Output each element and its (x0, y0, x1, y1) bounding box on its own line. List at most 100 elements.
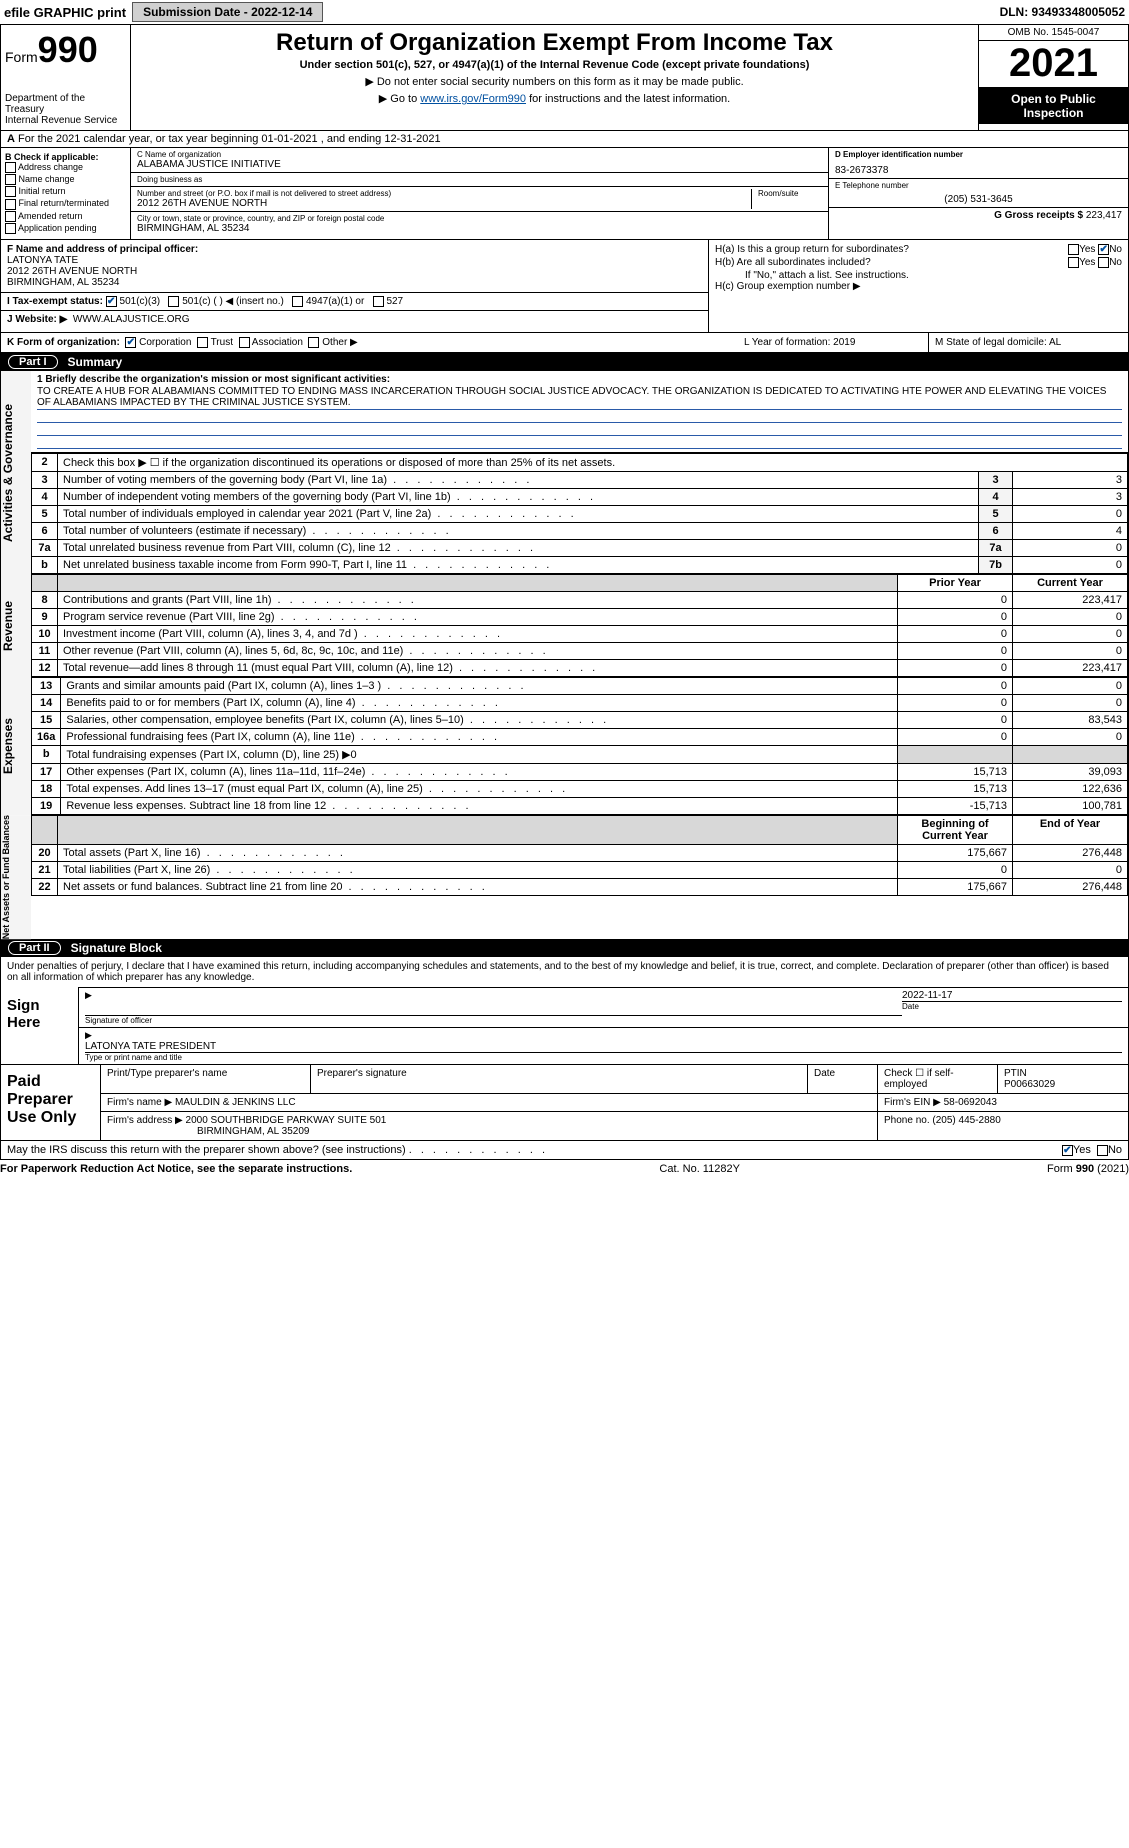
chk-amended[interactable]: Amended return (5, 211, 126, 222)
form-note-2: ▶ Go to www.irs.gov/Form990 for instruct… (139, 92, 970, 105)
discuss-yes[interactable] (1062, 1145, 1073, 1156)
dln-label: DLN: 93493348005052 (1000, 5, 1125, 19)
sig-name-label: Type or print name and title (85, 1052, 1122, 1062)
prep-h5: PTIN (1004, 1068, 1027, 1079)
h-note: If "No," attach a list. See instructions… (715, 270, 1122, 281)
section-m: M State of legal domicile: AL (928, 333, 1128, 352)
expenses-section: Expenses 13Grants and similar amounts pa… (0, 677, 1129, 815)
ha-yes[interactable] (1068, 244, 1079, 255)
org-name-cell: C Name of organization ALABAMA JUSTICE I… (131, 148, 828, 173)
prep-row-2: Firm's name ▶ MAULDIN & JENKINS LLC Firm… (101, 1094, 1128, 1112)
discuss-row: May the IRS discuss this return with the… (0, 1141, 1129, 1160)
netassets-table: Beginning of Current YearEnd of Year20To… (31, 815, 1128, 896)
section-deg: D Employer identification number 83-2673… (828, 148, 1128, 239)
chk-other[interactable] (308, 337, 319, 348)
chk-501c[interactable] (168, 296, 179, 307)
chk-trust[interactable] (197, 337, 208, 348)
sig-name: LATONYA TATE PRESIDENT (85, 1041, 1122, 1052)
prep-addr1: 2000 SOUTHBRIDGE PARKWAY SUITE 501 (186, 1115, 387, 1126)
part1-num: Part I (8, 355, 58, 369)
form-subtitle: Under section 501(c), 527, or 4947(a)(1)… (139, 59, 970, 71)
chk-initial-return[interactable]: Initial return (5, 186, 126, 197)
chk-address-change[interactable]: Address change (5, 162, 126, 173)
section-k: K Form of organization: Corporation Trus… (1, 333, 738, 352)
discuss-no[interactable] (1097, 1145, 1108, 1156)
org-name: ALABAMA JUSTICE INITIATIVE (137, 159, 822, 170)
form-note-1: ▶ Do not enter social security numbers o… (139, 75, 970, 88)
omb-number: OMB No. 1545-0047 (979, 25, 1128, 41)
opt3: Final return/terminated (19, 198, 110, 208)
page-footer: For Paperwork Reduction Act Notice, see … (0, 1160, 1129, 1178)
footer-form: Form 990 (2021) (1047, 1163, 1129, 1175)
note2-post: for instructions and the latest informat… (526, 93, 730, 105)
ein-lbl: Firm's EIN ▶ (884, 1097, 941, 1108)
section-f: F Name and address of principal officer:… (1, 240, 708, 332)
addr-cell: Number and street (or P.O. box if mail i… (131, 187, 828, 212)
city-cell: City or town, state or province, country… (131, 212, 828, 236)
prep-row-1: Print/Type preparer's name Preparer's si… (101, 1065, 1128, 1094)
row-a-text: For the 2021 calendar year, or tax year … (18, 133, 441, 145)
officer-addr2: BIRMINGHAM, AL 35234 (7, 277, 119, 288)
top-bar: efile GRAPHIC print Submission Date - 20… (0, 0, 1129, 25)
opt0: Address change (18, 162, 83, 172)
chk-4947[interactable] (292, 296, 303, 307)
part1-title: Summary (68, 355, 123, 369)
mission-label: 1 Briefly describe the organization's mi… (37, 374, 390, 385)
firm-ein: 58-0692043 (944, 1097, 997, 1108)
mission-blank2 (37, 423, 1122, 436)
footer-cat: Cat. No. 11282Y (659, 1163, 740, 1175)
section-b: B Check if applicable: Address change Na… (1, 148, 131, 239)
dba-cell: Doing business as (131, 173, 828, 187)
dba-label: Doing business as (137, 175, 822, 184)
chk-527[interactable] (373, 296, 384, 307)
submission-date-button[interactable]: Submission Date - 2022-12-14 (132, 2, 323, 22)
tax-year: 2021 (979, 41, 1128, 88)
mission-blank3 (37, 436, 1122, 449)
dept-label: Department of the Treasury (5, 93, 126, 115)
hb-row: H(b) Are all subordinates included? Yes … (715, 257, 1122, 268)
gross-cell: G Gross receipts $ 223,417 (829, 208, 1128, 223)
header-right: OMB No. 1545-0047 2021 Open to Public In… (978, 25, 1128, 130)
ha-no[interactable] (1098, 244, 1109, 255)
section-b-label: B Check if applicable: (5, 152, 99, 162)
chk-app-pending[interactable]: Application pending (5, 223, 126, 234)
part2-header: Part II Signature Block (0, 939, 1129, 957)
i-opt0: 501(c)(3) (120, 296, 161, 307)
section-j: J Website: ▶ WWW.ALAJUSTICE.ORG (1, 310, 708, 328)
revenue-side-label: Revenue (1, 574, 31, 677)
sig-line-1: Signature of officer 2022-11-17 Date (79, 987, 1128, 1027)
irs-link[interactable]: www.irs.gov/Form990 (420, 93, 526, 105)
ha-row: H(a) Is this a group return for subordin… (715, 244, 1122, 255)
hb-yes[interactable] (1068, 257, 1079, 268)
expenses-side-label: Expenses (1, 677, 31, 815)
hb-no[interactable] (1098, 257, 1109, 268)
row-a-period: A For the 2021 calendar year, or tax yea… (0, 131, 1129, 148)
sign-here-row: Sign Here Signature of officer 2022-11-1… (1, 987, 1128, 1064)
prep-h2: Preparer's signature (311, 1065, 808, 1093)
k-opt3: Other ▶ (322, 337, 357, 348)
netassets-section: Net Assets or Fund Balances Beginning of… (0, 815, 1129, 939)
opt4: Amended return (18, 211, 83, 221)
prep-phone: (205) 445-2880 (932, 1115, 1000, 1126)
mission-block: 1 Briefly describe the organization's mi… (31, 371, 1128, 453)
chk-name-change[interactable]: Name change (5, 174, 126, 185)
prep-h4: Check ☐ if self-employed (878, 1065, 998, 1093)
chk-assoc[interactable] (239, 337, 250, 348)
open-to-public: Open to Public Inspection (979, 88, 1128, 124)
ein-label: D Employer identification number (835, 150, 963, 159)
chk-final-return[interactable]: Final return/terminated (5, 198, 126, 209)
discuss-text: May the IRS discuss this return with the… (7, 1144, 406, 1156)
governance-section: Activities & Governance 1 Briefly descri… (0, 371, 1129, 574)
city-value: BIRMINGHAM, AL 35234 (137, 223, 822, 234)
governance-side-label: Activities & Governance (1, 371, 31, 574)
part2-num: Part II (8, 941, 61, 955)
chk-501c3[interactable] (106, 296, 117, 307)
form-number-big: 990 (38, 29, 98, 70)
sign-here-label: Sign Here (1, 987, 79, 1064)
paid-preparer-block: Paid Preparer Use Only Print/Type prepar… (0, 1065, 1129, 1141)
prep-label: Paid Preparer Use Only (1, 1065, 101, 1140)
i-opt1: 501(c) ( ) ◀ (insert no.) (182, 296, 284, 307)
officer-name: LATONYA TATE (7, 255, 78, 266)
netassets-side-label: Net Assets or Fund Balances (1, 815, 31, 939)
chk-corp[interactable] (125, 337, 136, 348)
